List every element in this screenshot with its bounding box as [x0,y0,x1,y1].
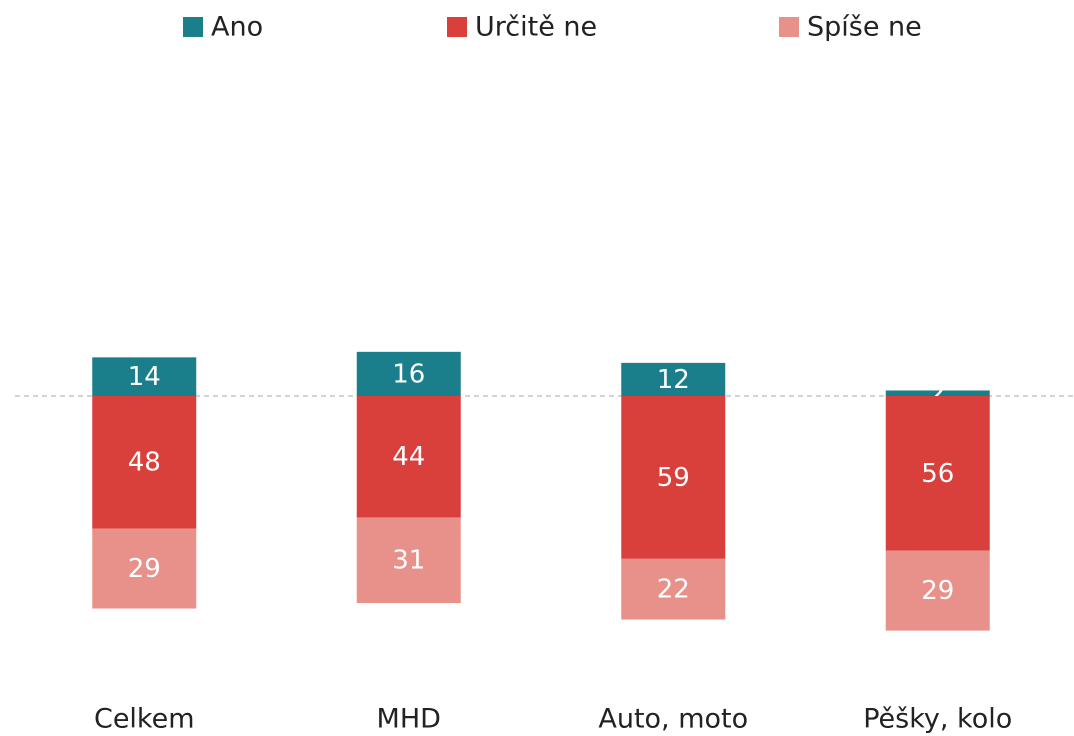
bar-segment [356,351,461,396]
x-tick-label: Celkem [94,704,195,735]
data-label: 31 [392,546,425,576]
data-label: 44 [392,442,425,472]
legend-label: Určitě ne [475,12,597,43]
data-label: 59 [657,463,690,493]
x-tick-label: Auto, moto [598,704,748,735]
bar-segment [885,396,990,551]
bar-segment [621,396,726,559]
legend-label: Spíše ne [807,12,922,43]
bar-segment [92,528,197,609]
data-label: 29 [128,554,161,584]
bar-segment [356,517,461,603]
legend-swatch [447,17,467,37]
bar-segment [92,357,197,396]
bar-segment [621,362,726,396]
legend-swatch [779,17,799,37]
bar-segment [885,550,990,631]
data-label: 22 [657,575,690,605]
bar-segment [356,396,461,518]
bar-segment [92,396,197,529]
data-label: 29 [921,576,954,606]
legend-swatch [183,17,203,37]
bar-segment [621,558,726,620]
bar-segment [885,390,990,396]
x-tick-label: MHD [377,704,441,735]
data-label: 48 [128,448,161,478]
data-label: 14 [128,362,161,392]
data-label: 12 [657,365,690,395]
legend-label: Ano [211,12,263,43]
x-tick-label: Pěšky, kolo [863,704,1012,735]
data-label: 16 [392,359,425,389]
data-label: 56 [921,459,954,489]
